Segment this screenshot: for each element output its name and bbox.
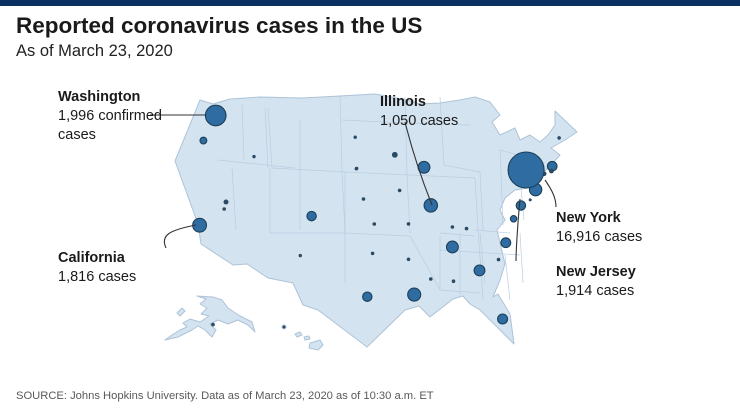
svg-text:1,996 confirmed: 1,996 confirmed — [58, 108, 162, 124]
svg-text:New Jersey: New Jersey — [556, 264, 636, 280]
svg-text:1,816 cases: 1,816 cases — [58, 269, 136, 285]
svg-text:1,050 cases: 1,050 cases — [380, 113, 458, 129]
svg-text:Washington: Washington — [58, 89, 140, 105]
svg-text:cases: cases — [58, 127, 96, 143]
svg-text:New York: New York — [556, 210, 622, 226]
svg-text:California: California — [58, 250, 126, 266]
svg-text:1,914 cases: 1,914 cases — [556, 283, 634, 299]
svg-text:Illinois: Illinois — [380, 94, 426, 110]
svg-text:16,916 cases: 16,916 cases — [556, 229, 642, 245]
